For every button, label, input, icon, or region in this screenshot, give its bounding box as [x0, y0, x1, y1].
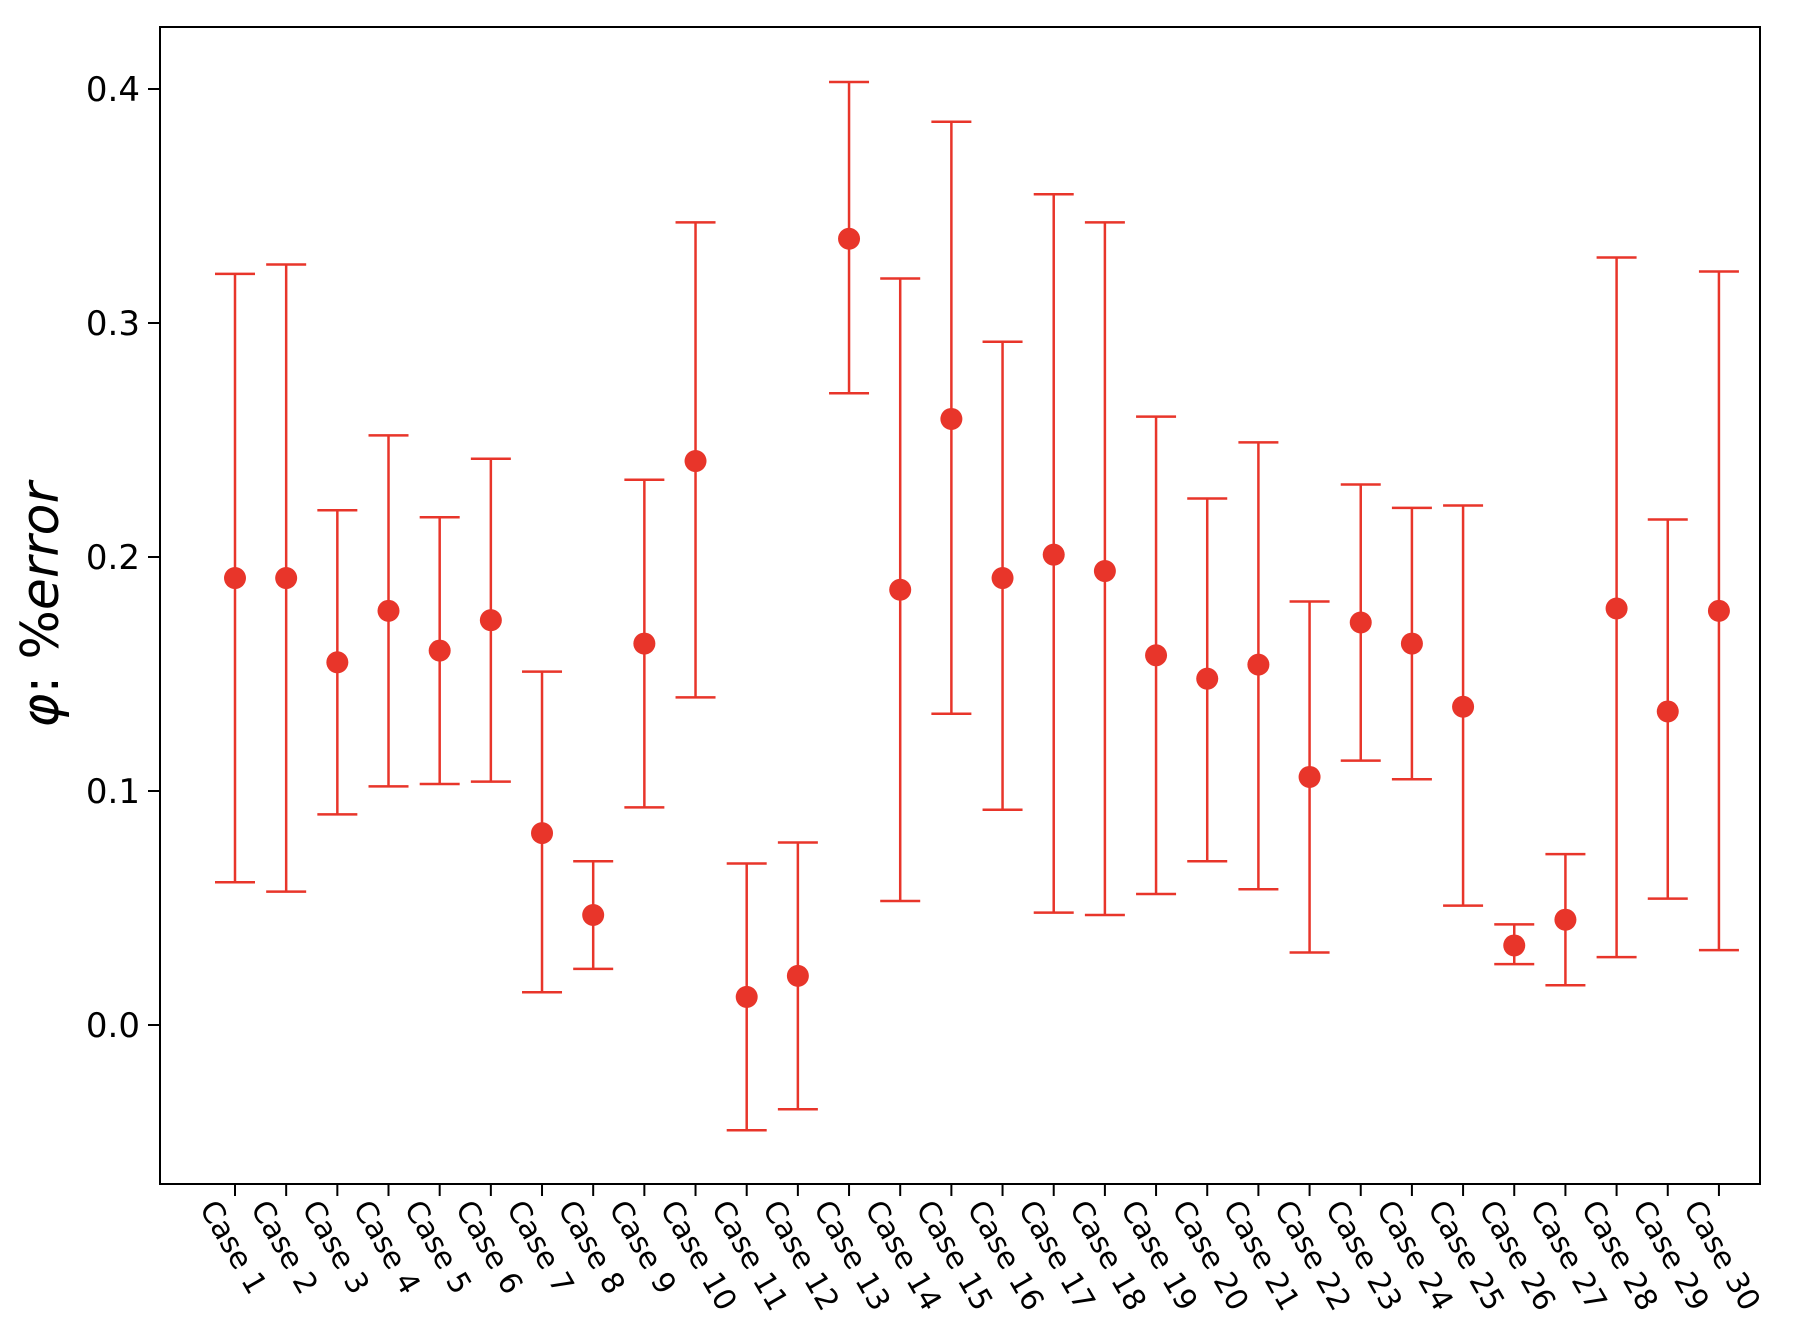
data-point — [1145, 644, 1168, 667]
y-tick-label: 0.1 — [86, 772, 140, 812]
data-point — [684, 450, 707, 473]
data-point — [786, 964, 809, 987]
data-point — [582, 904, 605, 927]
plot-marks — [215, 80, 1739, 1132]
data-point — [1554, 908, 1577, 931]
data-point — [1196, 667, 1219, 690]
y-tick-label: 0.2 — [86, 538, 140, 578]
data-point — [479, 609, 502, 632]
data-point — [838, 227, 861, 250]
data-point — [735, 985, 758, 1008]
data-point — [1042, 543, 1065, 566]
y-axis-label: φ: %error — [11, 479, 71, 728]
data-point — [275, 567, 298, 590]
data-point — [377, 599, 400, 622]
data-point — [326, 651, 349, 674]
y-tick-label: 0.4 — [86, 70, 140, 110]
data-point — [940, 407, 963, 430]
y-tick-label: 0.3 — [86, 304, 140, 344]
data-point — [1247, 653, 1270, 676]
data-point — [1707, 599, 1730, 622]
data-point — [428, 639, 451, 662]
y-axis: 0.0 0.1 0.2 0.3 0.4 — [86, 70, 160, 1046]
data-point — [889, 578, 912, 601]
data-point — [224, 567, 246, 590]
data-point — [633, 632, 656, 655]
data-point — [1400, 632, 1423, 655]
plot-frame — [159, 26, 1761, 1185]
data-point — [1605, 597, 1628, 620]
data-point — [1093, 560, 1116, 583]
data-point — [531, 822, 554, 845]
data-point — [991, 567, 1014, 590]
data-point — [1349, 611, 1372, 634]
data-point — [1298, 765, 1321, 788]
data-point — [1656, 700, 1679, 723]
data-point — [1452, 695, 1475, 718]
data-point — [1503, 934, 1526, 957]
y-tick-label: 0.0 — [86, 1006, 140, 1046]
